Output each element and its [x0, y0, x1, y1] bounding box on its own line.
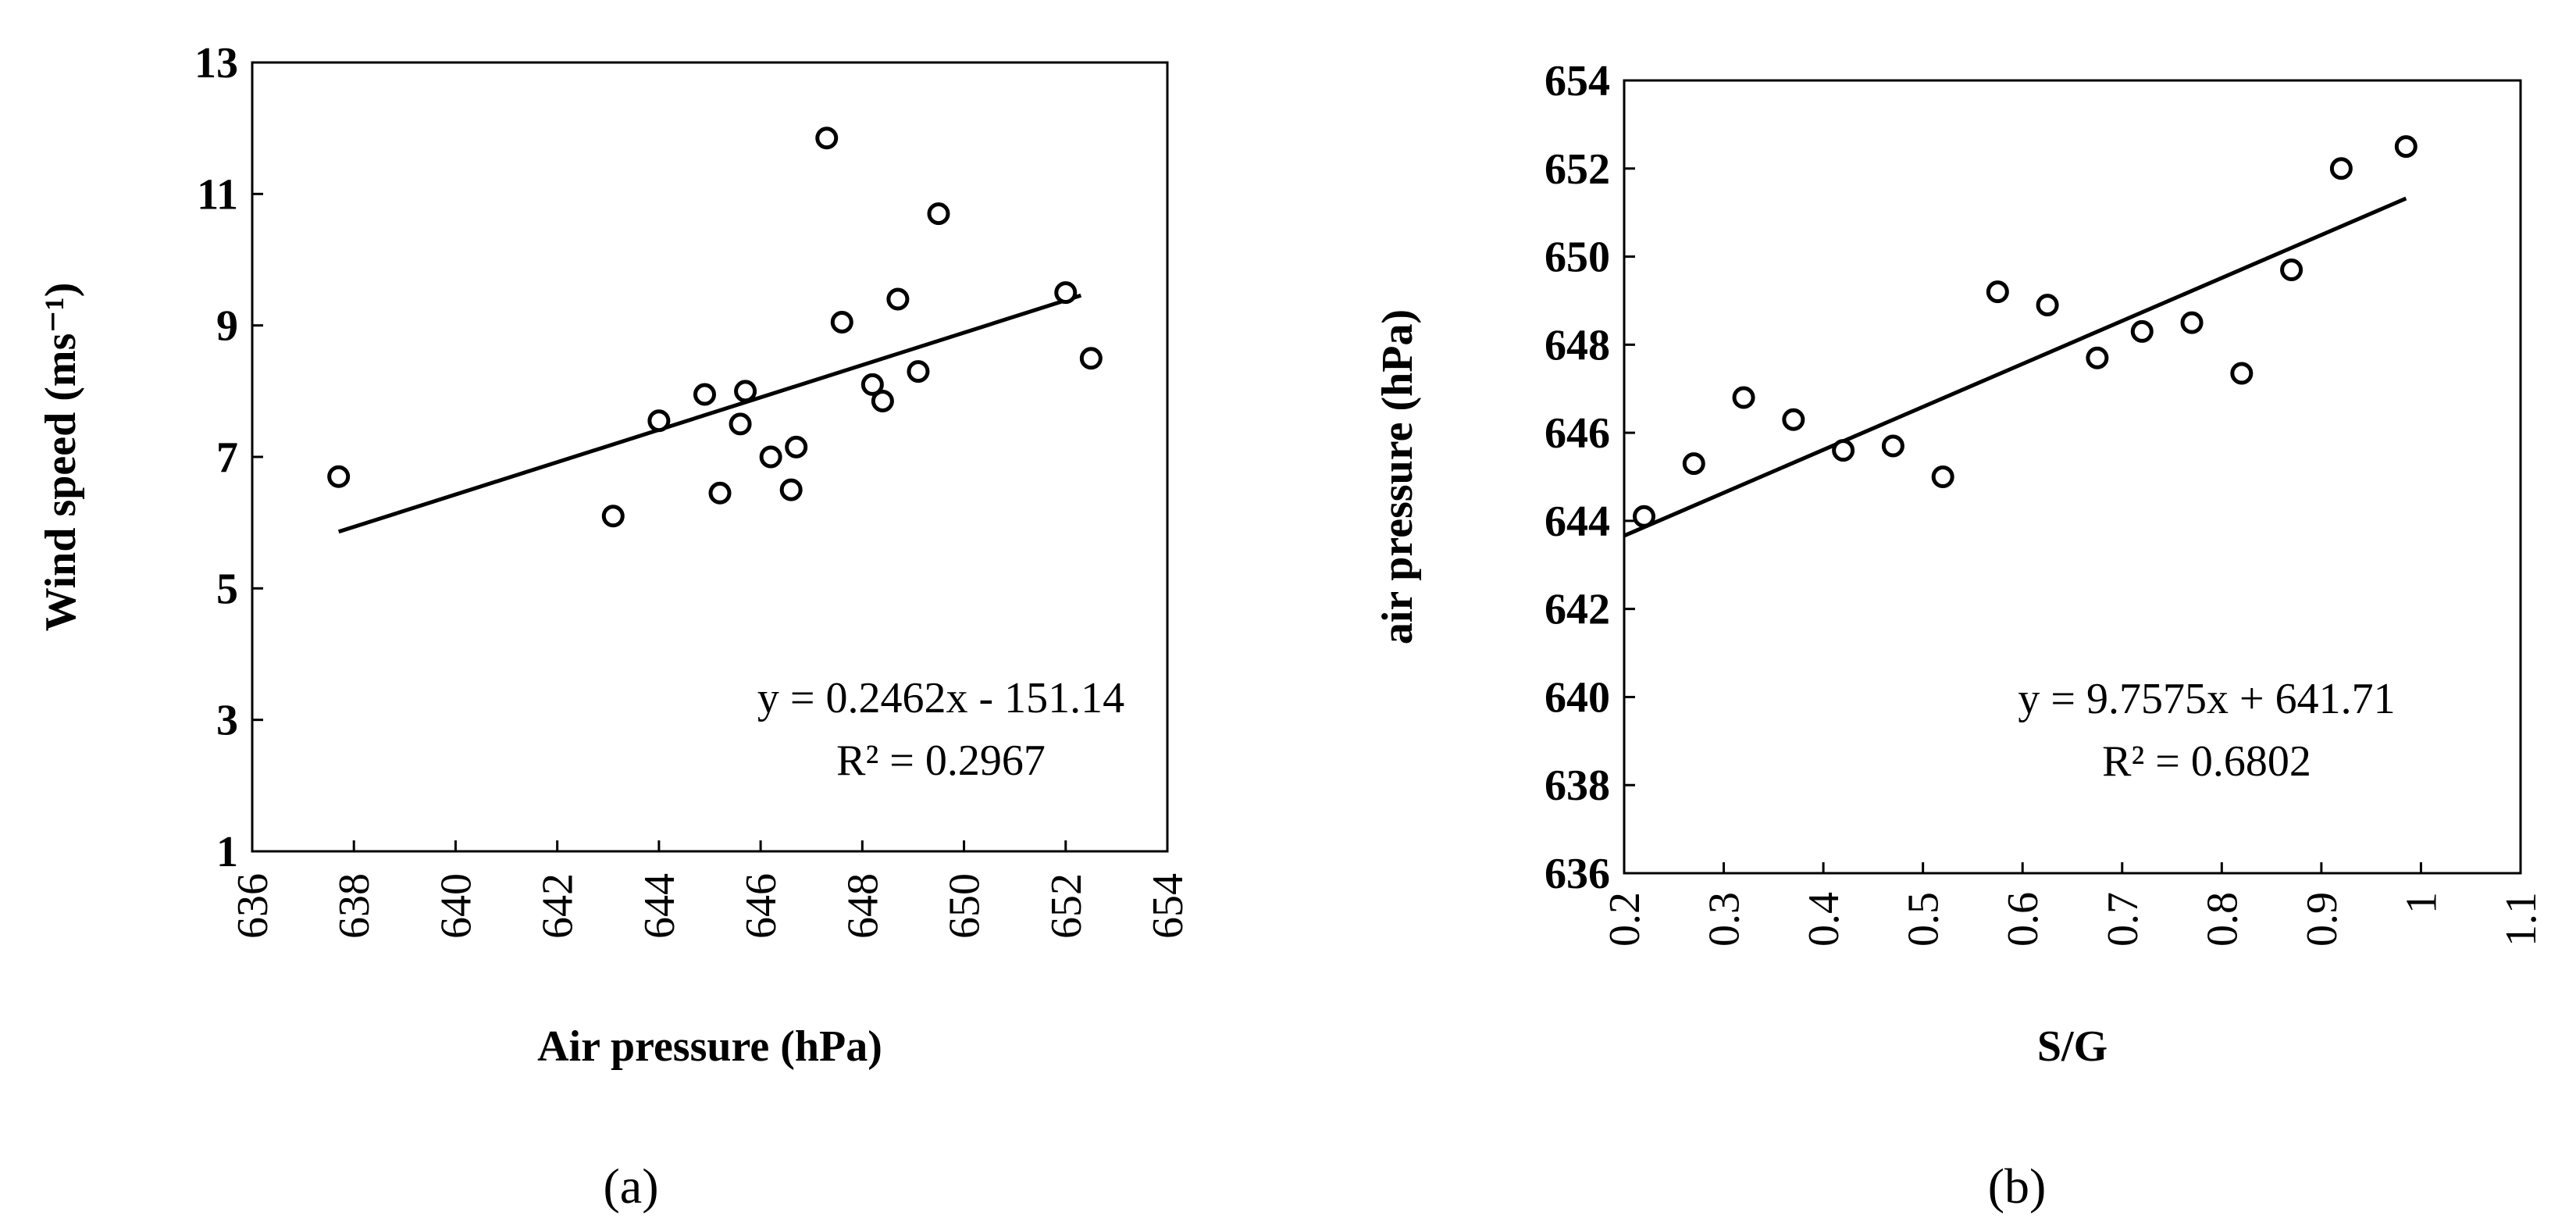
- y-tick-label: 644: [1545, 498, 1610, 546]
- data-point: [1633, 505, 1656, 528]
- y-tick-label: 650: [1545, 234, 1610, 282]
- data-point: [729, 412, 752, 436]
- r-squared: R² = 0.2967: [836, 737, 1046, 785]
- x-tick-label: 644: [636, 873, 684, 939]
- data-point: [886, 287, 910, 311]
- data-point: [1054, 281, 1078, 305]
- y-tick-label: 654: [1545, 57, 1610, 105]
- data-point: [2130, 319, 2154, 343]
- y-tick-label: 13: [194, 39, 238, 87]
- x-tick-label: 0.2: [1601, 892, 1649, 947]
- y-tick-label: 652: [1545, 145, 1610, 194]
- x-tick-label: 1.1: [2497, 892, 2546, 947]
- data-point: [815, 127, 839, 150]
- y-tick-label: 5: [216, 565, 238, 613]
- x-tick-label: 1: [2397, 892, 2446, 914]
- data-point: [1682, 452, 1705, 476]
- data-point: [693, 383, 716, 406]
- data-point: [1732, 386, 1755, 409]
- data-point: [871, 389, 894, 412]
- panel-label: (b): [1988, 1158, 2047, 1214]
- data-point: [785, 435, 808, 458]
- y-tick-label: 648: [1545, 321, 1610, 369]
- data-point: [2329, 157, 2353, 180]
- data-point: [1986, 280, 2009, 304]
- data-point: [327, 465, 351, 488]
- x-tick-label: 654: [1144, 873, 1192, 939]
- x-tick-label: 638: [330, 873, 379, 939]
- y-tick-label: 638: [1545, 762, 1610, 810]
- data-point: [2230, 362, 2254, 385]
- trend-line: [337, 293, 1082, 534]
- data-point: [907, 360, 930, 383]
- plot-frame: [251, 61, 1169, 853]
- x-tick-label: 636: [229, 873, 277, 939]
- data-point: [2180, 311, 2204, 334]
- data-point: [2036, 294, 2059, 317]
- x-axis-title: S/G: [2037, 1022, 2107, 1071]
- regression-equation: y = 0.2462x - 151.14: [757, 674, 1124, 722]
- y-tick-label: 3: [216, 697, 238, 745]
- data-point: [1881, 434, 1904, 458]
- data-point: [2394, 135, 2417, 159]
- y-tick-label: 11: [197, 170, 238, 219]
- y-axis-title: air pressure (hPa): [1374, 309, 1422, 644]
- x-tick-label: 0.3: [1701, 892, 1749, 947]
- data-point: [734, 380, 757, 403]
- x-tick-label: 0.9: [2298, 892, 2346, 947]
- y-tick-label: 9: [216, 302, 238, 351]
- regression-equation: y = 9.7575x + 641.71: [2018, 675, 2395, 723]
- data-point: [2280, 258, 2303, 281]
- data-point: [601, 505, 625, 528]
- y-axis-title: Wind speed (ms⁻¹): [37, 283, 85, 632]
- y-tick-label: 640: [1545, 673, 1610, 722]
- data-point: [860, 373, 884, 396]
- x-tick-label: 0.7: [2099, 892, 2147, 947]
- x-tick-label: 650: [941, 873, 989, 939]
- panel-label: (a): [603, 1158, 658, 1214]
- x-tick-label: 640: [432, 873, 480, 939]
- data-point: [1931, 465, 1954, 488]
- x-tick-label: 646: [737, 873, 786, 939]
- chart-panel-b: 636 638 640 642 644 646 648 650 652 654 0.2 0.3 0.4 0…: [1374, 57, 2546, 1214]
- y-tick-label: 7: [216, 433, 238, 482]
- x-tick-label: 0.8: [2198, 892, 2246, 947]
- y-tick-label: 1: [216, 828, 238, 876]
- r-squared: R² = 0.6802: [2102, 737, 2311, 786]
- data-point: [779, 478, 803, 501]
- data-point: [708, 481, 732, 505]
- x-axis-title: Air pressure (hPa): [537, 1022, 882, 1071]
- data-point: [759, 445, 782, 469]
- plot-frame: [1623, 79, 2522, 875]
- data-point: [647, 409, 671, 433]
- y-tick-label: 642: [1545, 586, 1610, 634]
- data-point: [1782, 408, 1805, 431]
- x-tick-label: 648: [839, 873, 887, 939]
- y-tick-label: 636: [1545, 850, 1610, 898]
- x-tick-label: 0.4: [1800, 892, 1848, 947]
- data-point: [1079, 347, 1103, 370]
- x-tick-label: 652: [1042, 873, 1091, 939]
- data-point: [1832, 439, 1855, 462]
- data-point: [2086, 346, 2109, 369]
- x-tick-label: 642: [534, 873, 583, 939]
- trend-line: [1623, 196, 2407, 538]
- x-tick-label: 0.6: [1999, 892, 2047, 947]
- data-point: [830, 310, 853, 334]
- data-point: [927, 202, 950, 226]
- x-tick-label: 0.5: [1900, 892, 1948, 947]
- y-tick-label: 646: [1545, 409, 1610, 458]
